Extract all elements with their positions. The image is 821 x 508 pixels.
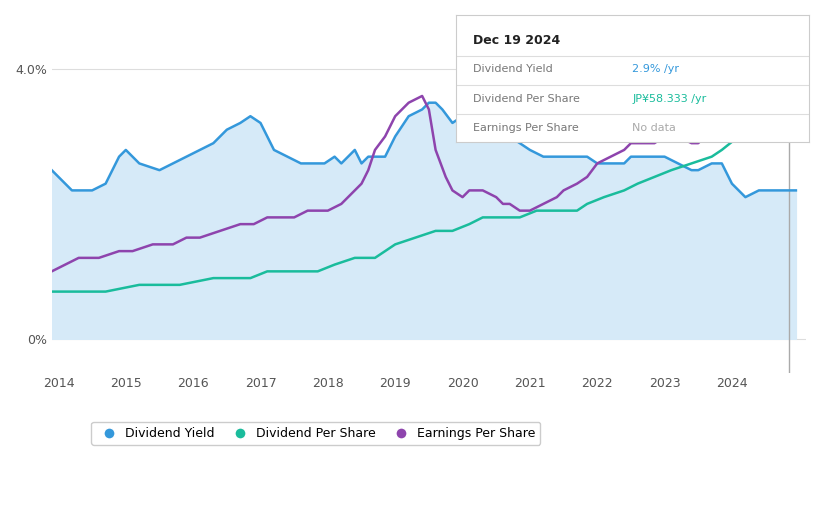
Text: Earnings Per Share: Earnings Per Share bbox=[474, 123, 579, 133]
Text: 2.9% /yr: 2.9% /yr bbox=[632, 64, 679, 74]
Text: Past: Past bbox=[764, 54, 788, 64]
Text: No data: No data bbox=[632, 123, 676, 133]
Legend: Dividend Yield, Dividend Per Share, Earnings Per Share: Dividend Yield, Dividend Per Share, Earn… bbox=[91, 422, 540, 445]
Text: Dividend Yield: Dividend Yield bbox=[474, 64, 553, 74]
Text: Dividend Per Share: Dividend Per Share bbox=[474, 94, 580, 104]
Text: JP¥58.333 /yr: JP¥58.333 /yr bbox=[632, 94, 706, 104]
Text: Dec 19 2024: Dec 19 2024 bbox=[474, 35, 561, 47]
